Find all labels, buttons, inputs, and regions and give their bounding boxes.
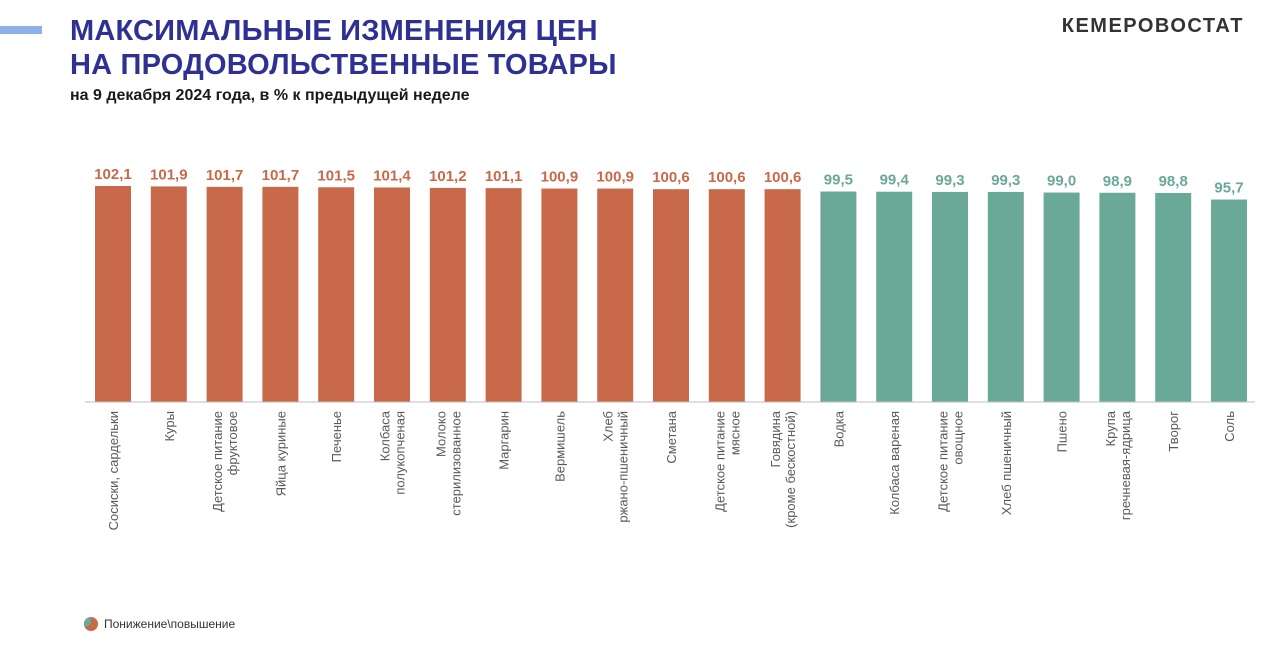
bar-value-label: 100,6 bbox=[708, 169, 746, 186]
bar-value-label: 99,0 bbox=[1047, 173, 1076, 190]
bar-value-label: 100,9 bbox=[541, 169, 579, 186]
bar-value-label: 100,6 bbox=[764, 169, 802, 186]
bar-value-label: 99,3 bbox=[991, 172, 1020, 189]
category-tick-label: Вермишель bbox=[552, 411, 567, 482]
category-tick-label: Крупагречневая-ядрица bbox=[1103, 410, 1133, 520]
bar-21 bbox=[1211, 199, 1247, 402]
category-tick-label: Колбасаполукопченая bbox=[378, 410, 408, 494]
bar-value-label: 100,6 bbox=[652, 169, 690, 186]
bar-8 bbox=[485, 188, 522, 402]
bar-value-label: 101,4 bbox=[373, 167, 411, 184]
legend-pie-icon bbox=[84, 617, 98, 631]
bar-value-label: 95,7 bbox=[1214, 180, 1243, 197]
bar-3 bbox=[206, 186, 243, 402]
bar-value-label: 102,1 bbox=[94, 166, 132, 183]
bar-value-label: 98,8 bbox=[1159, 173, 1188, 190]
category-tick-label: Творог bbox=[1166, 411, 1181, 452]
category-tick-label: Детское питаниемясное bbox=[712, 411, 742, 512]
bar-14 bbox=[820, 191, 857, 402]
category-tick-label: Маргарин bbox=[497, 411, 512, 470]
accent-line bbox=[0, 26, 42, 34]
category-tick-label: Молокостерилизованное bbox=[433, 411, 463, 516]
bar-12 bbox=[708, 189, 745, 402]
bar-value-label: 101,1 bbox=[485, 168, 523, 185]
legend: Понижение\повышение bbox=[84, 617, 235, 631]
category-tick-label: Детское питаниеовощное bbox=[936, 411, 966, 512]
category-tick-label: Печенье bbox=[329, 411, 344, 462]
bar-value-label: 100,9 bbox=[596, 169, 634, 186]
bar-value-label: 99,4 bbox=[880, 172, 910, 189]
bar-1 bbox=[95, 186, 131, 402]
category-tick-label: Водка bbox=[831, 410, 846, 447]
bar-2 bbox=[150, 186, 187, 402]
bar-chart: 102,1 101,9 101,7 101,7 101,5 101,4 101,2 101,1… bbox=[85, 166, 1255, 530]
category-tick-label: Куры bbox=[162, 411, 177, 442]
bar-13 bbox=[764, 189, 801, 402]
category-tick-label: Яйца куриные bbox=[273, 411, 288, 496]
bar-value-label: 101,7 bbox=[262, 167, 300, 184]
legend-label: Понижение\повышение bbox=[104, 617, 236, 631]
bar-16 bbox=[932, 191, 968, 402]
bar-value-label: 99,5 bbox=[824, 172, 853, 189]
category-labels-layer: Сосиски, сардельки Куры Детское питаниефру… bbox=[106, 410, 1237, 530]
bar-20 bbox=[1155, 192, 1192, 402]
bar-value-label: 101,2 bbox=[429, 168, 467, 185]
category-tick-label: Хлебржано-пшеничный bbox=[601, 411, 631, 523]
bar-5 bbox=[318, 187, 355, 402]
value-labels-layer: 102,1 101,9 101,7 101,7 101,5 101,4 101,2 101,1… bbox=[94, 166, 1243, 197]
category-tick-label: Сосиски, сардельки bbox=[106, 411, 121, 530]
bars-layer bbox=[95, 186, 1247, 402]
bar-value-label: 101,9 bbox=[150, 166, 188, 183]
chart-title-line1: МАКСИМАЛЬНЫЕ ИЗМЕНЕНИЯ ЦЕН bbox=[70, 15, 598, 47]
chart-title: МАКСИМАЛЬНЫЕ ИЗМЕНЕНИЯ ЦЕН НА ПРОДОВОЛЬС… bbox=[70, 14, 617, 82]
bar-19 bbox=[1099, 192, 1136, 402]
bar-value-label: 101,7 bbox=[206, 167, 244, 184]
bar-6 bbox=[374, 187, 410, 402]
bar-value-label: 101,5 bbox=[317, 167, 355, 184]
category-tick-label: Колбаса вареная bbox=[887, 411, 902, 515]
category-tick-label: Сметана bbox=[664, 410, 679, 463]
bar-7 bbox=[429, 187, 466, 402]
bar-value-label: 98,9 bbox=[1103, 173, 1132, 190]
chart-title-line2: НА ПРОДОВОЛЬСТВЕННЫЕ ТОВАРЫ bbox=[70, 49, 617, 81]
category-tick-label: Пшено bbox=[1055, 411, 1070, 452]
chart-subtitle: на 9 декабря 2024 года, в % к предыдущей… bbox=[70, 87, 470, 104]
bar-11 bbox=[653, 189, 689, 402]
bar-4 bbox=[262, 186, 299, 402]
bar-18 bbox=[1043, 192, 1080, 402]
category-tick-label: Детское питаниефруктовое bbox=[210, 411, 240, 512]
bar-15 bbox=[876, 191, 913, 402]
category-tick-label: Хлеб пшеничный bbox=[999, 411, 1014, 515]
bar-9 bbox=[541, 188, 578, 402]
bar-10 bbox=[597, 188, 634, 402]
bar-value-label: 99,3 bbox=[935, 172, 964, 189]
brand-logo-text: КЕМЕРОВОСТАТ bbox=[1061, 15, 1244, 37]
bar-17 bbox=[987, 191, 1024, 402]
category-tick-label: Говядина(кроме бескостной) bbox=[768, 410, 798, 528]
category-tick-label: Соль bbox=[1222, 411, 1237, 442]
